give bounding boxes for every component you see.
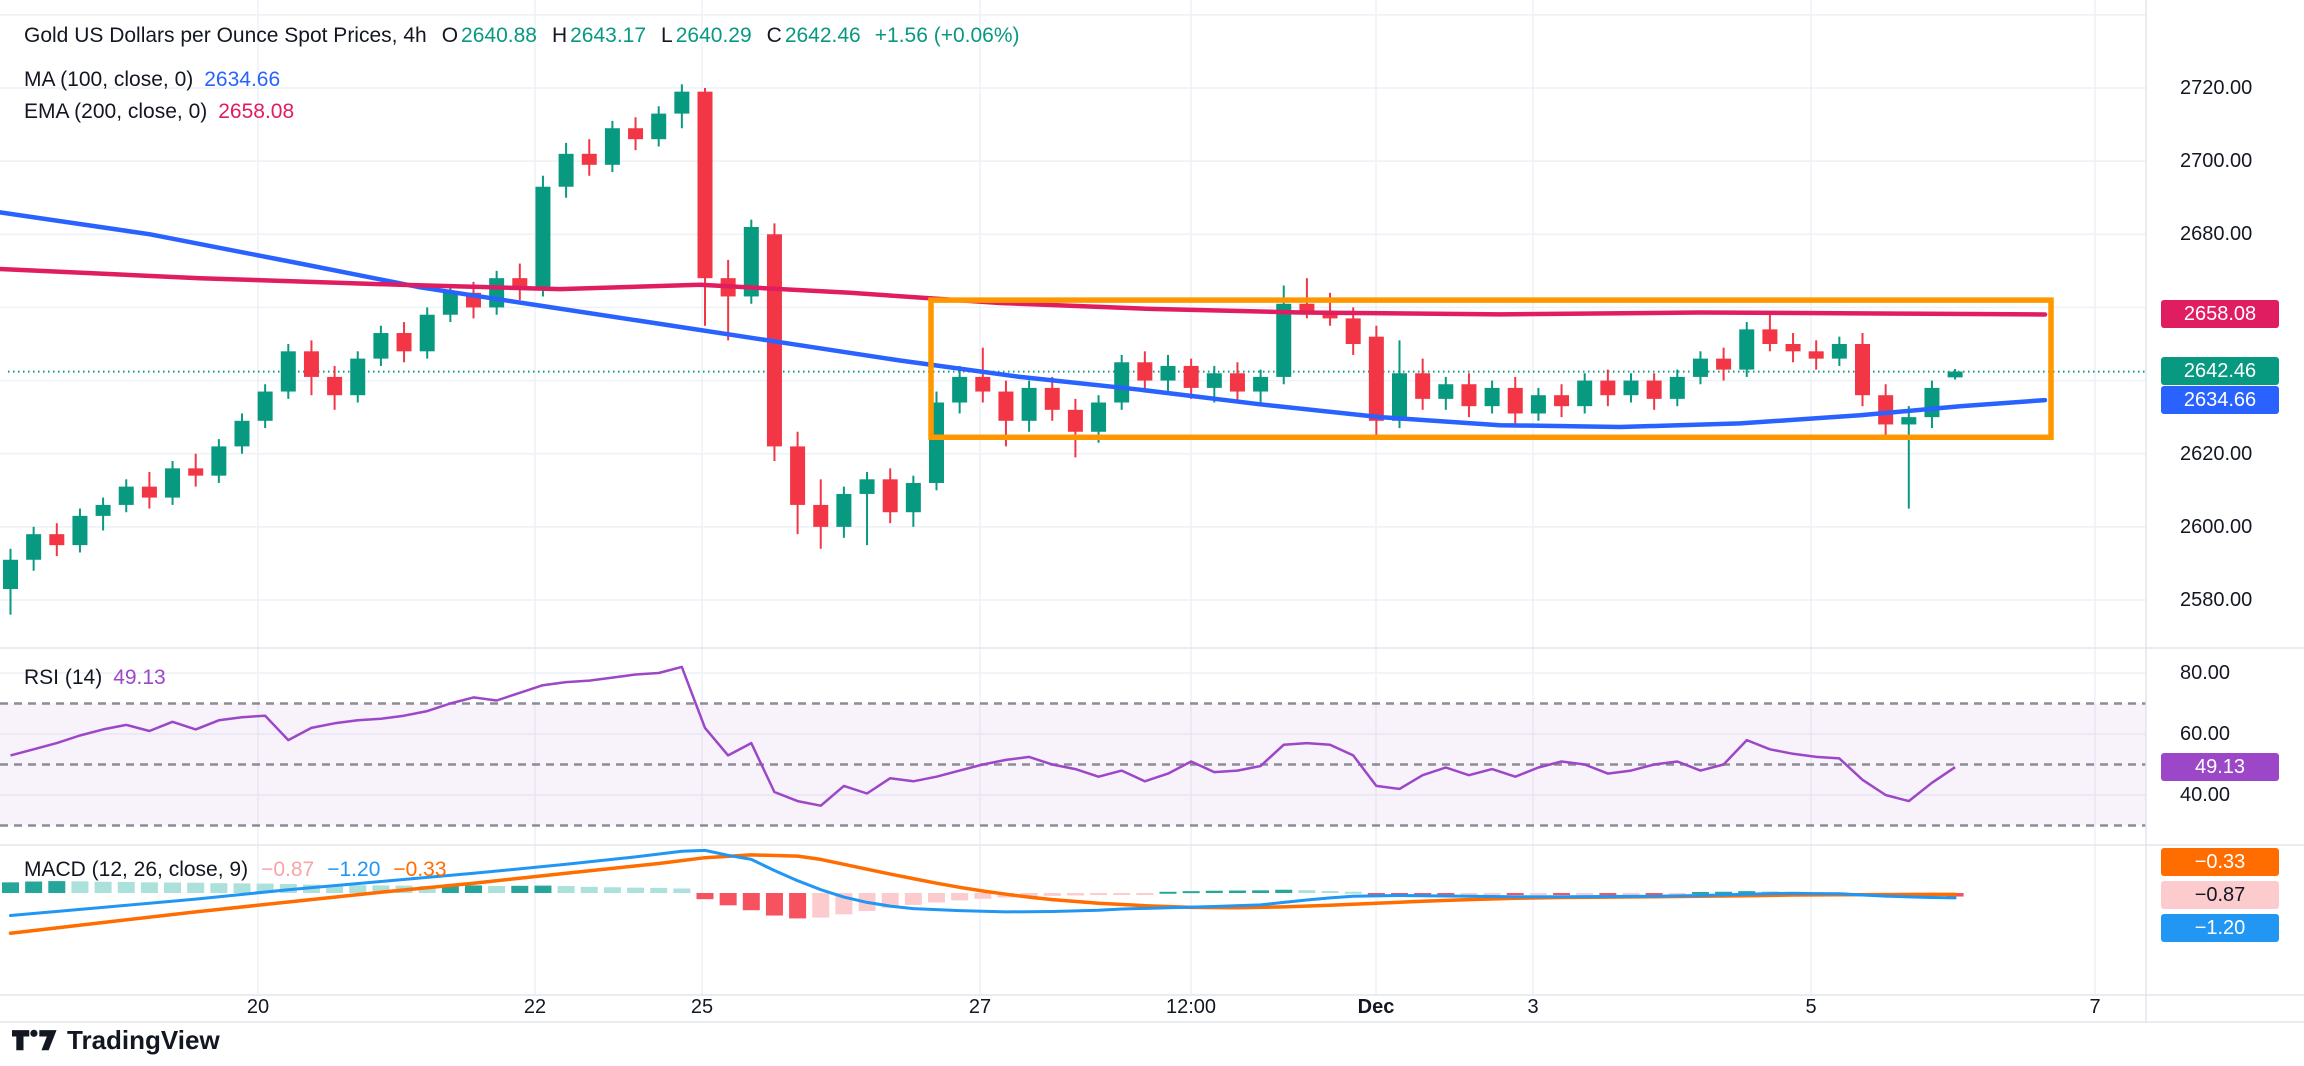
price-badge: 2634.66 [2161, 386, 2279, 414]
time-axis-label: 20 [246, 996, 270, 1018]
macd-line-value: −1.20 [327, 858, 381, 881]
rsi-band [0, 702, 2146, 827]
rsi-badge: 49.13 [2161, 753, 2279, 781]
time-axis[interactable]: 20 22 25 27 12:00 Dec 3 5 7 [0, 995, 2304, 1022]
candles-layer [3, 84, 1963, 615]
ohlc-open-value: 2640.88 [461, 24, 537, 47]
ohlc-open-label: O [441, 24, 459, 47]
macd-histogram [2, 881, 1964, 919]
rsi-value: 49.13 [113, 666, 166, 689]
price-axis-label: 2700.00 [2180, 150, 2253, 172]
tradingview-logo-icon [12, 1029, 57, 1051]
time-axis-label: 27 [968, 996, 992, 1018]
macd-badge: −0.87 [2161, 881, 2279, 909]
rsi-legend[interactable]: RSI (14) 49.13 [24, 666, 166, 690]
ema-legend[interactable]: EMA (200, close, 0) 2658.08 [24, 100, 294, 124]
ohlc-high-value: 2643.17 [570, 24, 647, 47]
price-axis-label: 2720.00 [2180, 77, 2253, 99]
time-axis-label: 25 [690, 996, 714, 1018]
price-axis-label: 2600.00 [2180, 516, 2253, 538]
price-badge: 2642.46 [2161, 357, 2279, 385]
rsi-label: RSI (14) [24, 666, 103, 689]
ma-value: 2634.66 [204, 68, 281, 91]
price-axis-label: 2580.00 [2180, 589, 2253, 611]
rsi-axis-label: 80.00 [2180, 662, 2231, 684]
main-chart-legend[interactable]: Gold US Dollars per Ounce Spot Prices, 4… [24, 24, 1020, 48]
ema-label: EMA (200, close, 0) [24, 100, 208, 123]
price-axis-label: 2620.00 [2180, 443, 2253, 465]
ema-value: 2658.08 [218, 100, 295, 123]
ma-label: MA (100, close, 0) [24, 68, 194, 91]
ohlc-low-label: L [661, 24, 673, 47]
macd-lines [8, 848, 1957, 935]
time-axis-label: 12:00 [1165, 996, 1217, 1018]
price-badge: 2658.08 [2161, 300, 2279, 328]
time-axis-label: 5 [1805, 996, 1817, 1018]
ohlc-close-value: 2642.46 [784, 24, 861, 47]
ma-lines [0, 210, 2048, 430]
macd-badge: −1.20 [2161, 914, 2279, 942]
rsi-line [10, 665, 1956, 807]
tradingview-logo[interactable]: TradingView [12, 1024, 220, 1057]
ohlc-low-value: 2640.29 [675, 24, 752, 47]
macd-signal-value: −0.33 [393, 858, 447, 881]
macd-legend[interactable]: MACD (12, 26, close, 9) −0.87 −1.20 −0.3… [24, 858, 447, 882]
ohlc-high-label: H [551, 24, 568, 47]
macd-hist-value: −0.87 [261, 858, 315, 881]
price-change: +1.56 (+0.06%) [874, 24, 1020, 47]
highlight-box [928, 297, 2054, 441]
time-axis-label: 7 [2089, 996, 2101, 1018]
price-axis-label: 2680.00 [2180, 223, 2253, 245]
ohlc-close-label: C [766, 24, 782, 47]
ma-legend[interactable]: MA (100, close, 0) 2634.66 [24, 68, 280, 92]
macd-badge: −0.33 [2161, 848, 2279, 876]
price-axis[interactable]: 2720.00 2700.00 2680.00 2620.00 2600.00 2580.… [2146, 0, 2304, 995]
panel-separators [0, 0, 2304, 1023]
macd-label: MACD (12, 26, close, 9) [24, 858, 249, 881]
symbol-title: Gold US Dollars per Ounce Spot Prices, 4… [24, 24, 427, 47]
time-axis-label: Dec [1357, 996, 1395, 1018]
time-axis-label: 22 [523, 996, 547, 1018]
time-axis-label: 3 [1527, 996, 1539, 1018]
rsi-axis-label: 40.00 [2180, 784, 2231, 806]
rsi-axis-label: 60.00 [2180, 723, 2231, 745]
brand-name: TradingView [67, 1025, 220, 1055]
